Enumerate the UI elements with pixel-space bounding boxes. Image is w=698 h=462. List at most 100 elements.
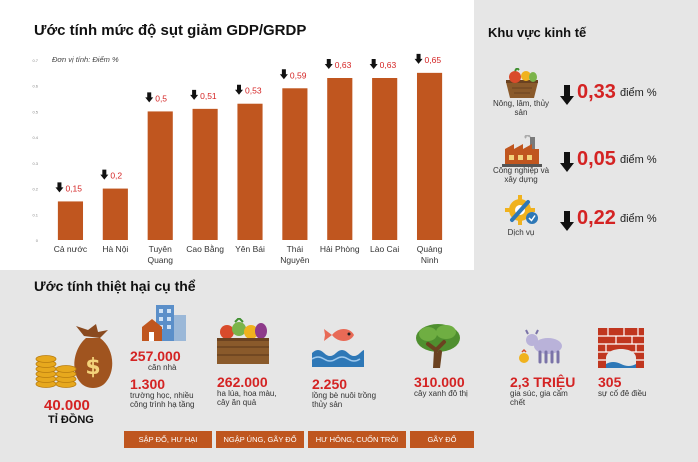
dike-icon — [598, 328, 644, 368]
tree-icon — [416, 324, 460, 368]
money-bag-icon: $ — [35, 324, 113, 388]
data-label: 0,63 — [335, 60, 352, 70]
bar — [192, 108, 218, 240]
x-tick-label: Cao Bằng — [186, 244, 224, 254]
damage-dikes-value: 305 — [598, 374, 622, 390]
data-label: 0,63 — [380, 60, 397, 70]
y-tick-label: 0.6 — [32, 84, 38, 89]
gdp-bar-chart: 0 0.1 0.2 0.3 0.4 0.5 0.6 0.7 0,15 Cả nước 0,2 Hà N… — [32, 53, 443, 265]
damage-title: Ước tính thiệt hại cụ thể — [34, 278, 196, 294]
sector-name: Nông, lâm, thủy sản — [492, 99, 550, 117]
x-tick-label: Tuyên — [149, 244, 173, 254]
x-tick-label: Ninh — [421, 255, 439, 265]
data-label: 0,2 — [110, 171, 122, 181]
x-tick-label: Yên Bái — [235, 244, 265, 254]
arrow-down-icon — [414, 53, 423, 64]
data-label: 0,59 — [290, 70, 307, 80]
y-tick-label: 0.4 — [32, 135, 38, 140]
damage-livestock-value: 2,3 TRIỆU — [510, 374, 576, 390]
sector-unit: điểm % — [620, 87, 657, 99]
arrow-down-icon — [560, 211, 574, 231]
chart-title: Ước tính mức độ sụt giảm GDP/GRDP — [34, 22, 307, 39]
agriculture-icon — [506, 68, 538, 98]
y-tick-label: 0.7 — [32, 58, 38, 63]
damage-fish-value: 2.250 — [312, 376, 348, 392]
sector-value: 0,22 — [577, 207, 616, 229]
sector-row-agriculture: Nông, lâm, thủy sản 0,33 điểm % — [474, 68, 698, 128]
bar — [416, 72, 443, 240]
data-label: 0,5 — [155, 93, 167, 103]
damage-fish-text: lồng bè nuôi trồng thủy sản — [312, 391, 377, 409]
buildings-icon — [142, 305, 186, 341]
x-tick-label: Hà Nội — [102, 244, 128, 254]
y-tick-label: 0.5 — [32, 109, 38, 114]
data-label: 0,51 — [200, 91, 217, 101]
sector-panel: Khu vực kinh tế Nông, lâm, thủy sản 0,33… — [474, 0, 698, 270]
arrow-down-icon — [369, 59, 378, 69]
arrow-down-icon — [145, 92, 154, 103]
x-tick-label: Quảng — [417, 244, 443, 254]
arrow-down-icon — [235, 84, 243, 95]
data-label: 0,65 — [425, 55, 442, 65]
sector-value: 0,33 — [577, 81, 616, 103]
damage-houses-text: căn nhà — [148, 363, 177, 372]
x-tick-label: Lào Cai — [370, 244, 399, 254]
category-bar: HƯ HỎNG, CUỐN TRÔI — [308, 431, 406, 448]
arrow-down-icon — [55, 182, 64, 193]
damage-dikes-text: sự cố đê điều — [598, 389, 647, 398]
x-tick-label: Thái — [287, 244, 304, 254]
vegetables-crate-icon — [217, 318, 269, 364]
damage-livestock-text: gia súc, gia cầm chết — [510, 389, 568, 407]
x-tick-label: Hải Phòng — [320, 244, 360, 254]
arrow-down-icon — [324, 59, 333, 69]
damage-crops-text: ha lúa, hoa màu, cây ăn quả — [217, 389, 277, 407]
category-bar: NGẬP ÚNG, GÃY ĐỔ — [216, 431, 304, 448]
damage-money-unit: TỈ ĐỒNG — [48, 414, 94, 426]
x-tick-label: Quang — [147, 255, 173, 265]
bar — [57, 201, 84, 240]
sector-name: Công nghiệp và xây dựng — [492, 166, 550, 184]
data-label: 0,53 — [245, 86, 262, 96]
fish-icon — [312, 329, 364, 367]
sector-unit: điểm % — [620, 213, 657, 225]
sector-value: 0,05 — [577, 148, 616, 170]
category-bar: GÃY ĐỔ — [410, 431, 474, 448]
y-tick-label: 0.3 — [32, 161, 38, 166]
arrow-down-icon — [560, 85, 574, 105]
y-tick-label: 0.2 — [32, 187, 38, 192]
x-tick-label: Nguyên — [280, 255, 310, 265]
bar — [327, 78, 353, 240]
category-bar: SẬP ĐỔ, HƯ HẠI — [124, 431, 212, 448]
bar — [237, 103, 263, 240]
damage-schools-value: 1.300 — [130, 376, 166, 392]
sector-row-industry: Công nghiệp và xây dựng 0,05 điểm % — [474, 135, 698, 195]
sector-title: Khu vực kinh tế — [488, 25, 587, 40]
bar — [282, 88, 308, 241]
bar — [372, 78, 398, 240]
arrow-down-icon — [190, 89, 199, 100]
sector-unit: điểm % — [620, 154, 657, 166]
arrow-down-icon — [100, 169, 109, 180]
bar — [102, 188, 128, 240]
y-tick-label: 0 — [36, 238, 39, 243]
arrow-down-icon — [560, 152, 574, 172]
data-label: 0,15 — [65, 183, 82, 193]
arrow-down-icon — [279, 69, 288, 80]
damage-schools-text: trường học, nhiều công trình hạ tầng — [130, 391, 195, 409]
sector-row-services: Dịch vụ 0,22 điểm % — [474, 194, 698, 254]
damage-panel: Ước tính thiệt hại cụ thể $ 40.000 TỈ ĐỒ… — [0, 270, 698, 462]
damage-money-value: 40.000 — [44, 397, 90, 414]
x-tick-label: Cả nước — [54, 244, 88, 254]
svg-text:$: $ — [85, 355, 100, 380]
damage-trees-text: cây xanh đô thị — [414, 389, 468, 398]
chart-unit-note: Đơn vị tính: Điểm % — [52, 55, 119, 64]
bar — [147, 111, 173, 240]
damage-crops-value: 262.000 — [217, 374, 268, 390]
gear-wrench-icon — [505, 195, 538, 225]
gdp-chart-panel: Ước tính mức độ sụt giảm GDP/GRDP Đơn vị… — [0, 0, 474, 270]
damage-houses-value: 257.000 — [130, 348, 181, 364]
sector-name: Dịch vụ — [507, 228, 535, 237]
damage-trees-value: 310.000 — [414, 374, 465, 390]
y-tick-label: 0.1 — [32, 212, 38, 217]
factory-icon — [502, 135, 542, 167]
